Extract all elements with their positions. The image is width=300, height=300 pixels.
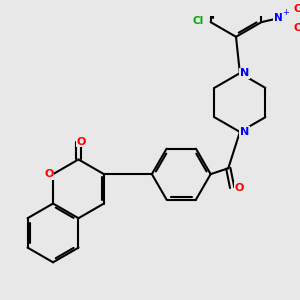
Text: O: O [234, 183, 244, 193]
Text: N: N [240, 68, 249, 78]
Text: Cl: Cl [193, 16, 204, 26]
Text: N: N [274, 13, 283, 23]
Text: +: + [282, 8, 289, 16]
Text: O: O [77, 137, 86, 147]
Text: N: N [240, 127, 249, 137]
Text: O: O [293, 4, 300, 14]
Text: O: O [293, 22, 300, 32]
Text: O: O [44, 169, 54, 179]
